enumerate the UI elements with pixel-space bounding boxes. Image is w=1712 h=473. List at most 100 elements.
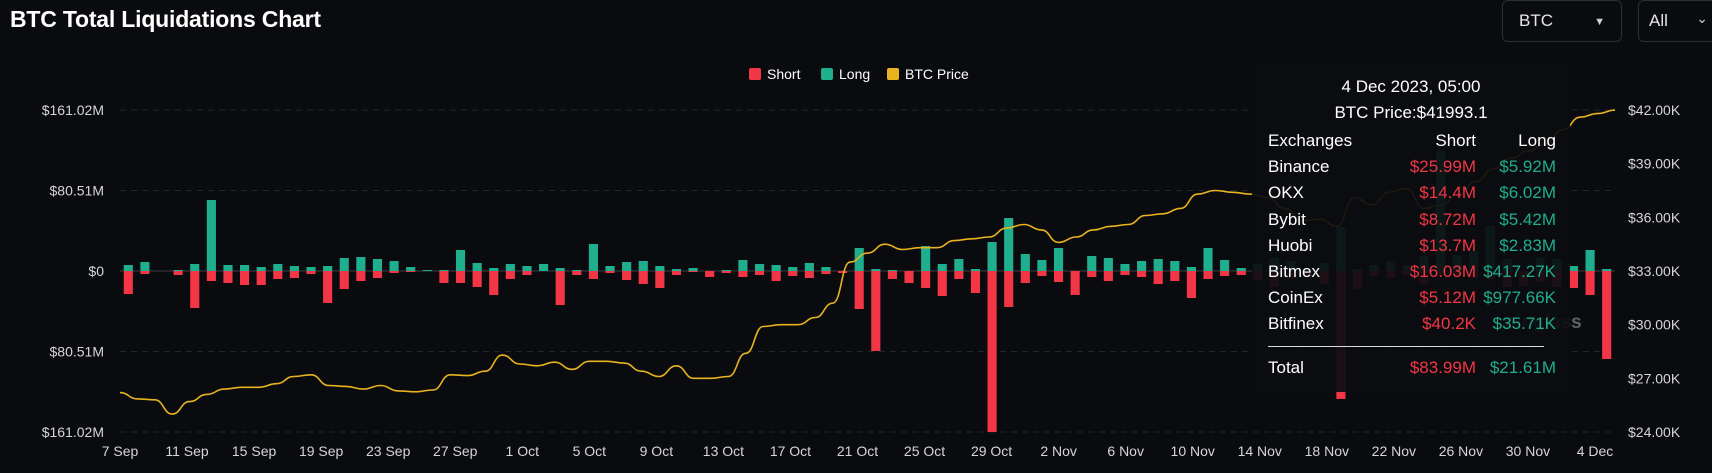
short-value: $25.99M <box>1409 157 1476 177</box>
short-bar <box>206 271 216 281</box>
chevron-down-icon: ⌄ <box>1696 10 1708 26</box>
long-bar <box>821 267 831 271</box>
x-tick-label: 5 Oct <box>573 443 607 459</box>
long-bar <box>140 262 150 271</box>
x-tick-label: 10 Nov <box>1171 443 1215 459</box>
x-tick-label: 4 Dec <box>1577 443 1614 459</box>
short-bar <box>1220 271 1230 276</box>
x-tick-label: 6 Nov <box>1107 443 1144 459</box>
right-tick-label: $42.00K <box>1628 102 1681 118</box>
long-value: $2.83M <box>1499 235 1556 255</box>
chart-legend: Short Long BTC Price <box>749 66 969 82</box>
short-value: $40.2K <box>1422 314 1476 334</box>
long-bar <box>1186 267 1196 271</box>
long-bar <box>306 267 316 271</box>
caret-down-icon: ▼ <box>1594 16 1605 28</box>
legend-short: Short <box>749 66 801 82</box>
long-bar <box>555 268 565 271</box>
short-bar <box>1137 271 1147 277</box>
short-bar <box>1004 271 1014 307</box>
short-bar <box>1053 271 1064 282</box>
header-exchanges: Exchanges <box>1268 131 1353 151</box>
long-bar <box>1568 266 1579 271</box>
short-bar <box>439 271 449 283</box>
short-bar <box>904 271 914 283</box>
short-value: $13.7M <box>1419 235 1476 255</box>
long-bar <box>240 265 250 271</box>
exchange-name: Bitfinex <box>1268 314 1324 334</box>
x-tick-label: 25 Oct <box>904 443 945 459</box>
short-bar <box>356 271 366 281</box>
tooltip-price: BTC Price:$41993.1 <box>1334 103 1488 122</box>
long-bar <box>638 261 648 271</box>
short-bar <box>273 271 283 279</box>
range-select[interactable]: All ⌄ <box>1638 0 1712 42</box>
exchange-name: CoinEx <box>1268 288 1323 308</box>
long-bar <box>688 268 698 271</box>
short-bar <box>1120 271 1130 275</box>
left-tick-label: $161.02M <box>42 424 104 440</box>
total-long: $21.61M <box>1489 358 1556 378</box>
x-tick-label: 13 Oct <box>703 443 744 459</box>
long-bar <box>439 270 449 271</box>
exchange-name: Bitmex <box>1268 262 1320 282</box>
long-bar <box>339 258 349 271</box>
long-bar <box>323 266 333 271</box>
long-bar <box>1004 218 1014 271</box>
short-bar <box>1170 271 1180 281</box>
long-bar <box>1137 261 1147 271</box>
long-bar <box>389 261 399 271</box>
legend-long-swatch <box>821 68 833 80</box>
asset-select-value: BTC <box>1519 11 1553 30</box>
short-bar <box>372 271 383 278</box>
x-axis: 7 Sep 11 Sep 15 Sep 19 Sep 23 Sep 27 Sep 1 Oct… <box>102 443 1614 459</box>
exchange-name: Binance <box>1268 157 1330 177</box>
short-bar <box>1186 271 1196 298</box>
asset-select[interactable]: BTC ▼ <box>1502 0 1622 42</box>
legend-btc-price: BTC Price <box>887 66 969 82</box>
long-bar <box>1037 260 1047 271</box>
short-bar <box>256 271 266 285</box>
short-bar <box>655 271 665 288</box>
short-bar <box>1585 271 1595 295</box>
legend-btc-price-swatch <box>887 68 899 80</box>
right-axis: $42.00K $39.00K $36.00K $33.00K $30.00K $27.0… <box>1628 102 1681 440</box>
x-tick-label: 23 Sep <box>366 443 411 459</box>
short-bar <box>289 271 299 278</box>
exchange-name: Huobi <box>1268 235 1313 255</box>
short-bar <box>1602 271 1612 359</box>
chart-tooltip: 4 Dec 2023, 05:00 BTC Price:$41993.1 Exc… <box>1252 62 1570 392</box>
short-bar <box>1236 271 1246 275</box>
short-value: $14.4M <box>1419 183 1476 203</box>
tooltip-row: Huobi $13.7M $2.83M <box>1268 233 1556 259</box>
left-tick-label: $161.02M <box>42 102 104 118</box>
long-value: $35.71K <box>1492 314 1556 334</box>
long-bar <box>622 262 632 271</box>
long-bar <box>1120 264 1130 271</box>
right-tick-label: $30.00K <box>1628 317 1681 333</box>
short-bar <box>970 271 981 293</box>
long-value: $417.27K <box>1483 262 1556 282</box>
tooltip-row: Bitfinex $40.2K $35.71K <box>1268 311 1556 337</box>
long-bar <box>472 263 482 271</box>
short-bar <box>921 271 931 288</box>
long-bar <box>921 246 931 271</box>
long-bar <box>489 268 499 271</box>
short-bar <box>887 271 897 279</box>
long-bar <box>406 267 416 271</box>
tooltip-row: Bybit $8.72M $5.42M <box>1268 207 1556 233</box>
short-bar <box>1568 271 1579 288</box>
short-bar <box>987 271 997 432</box>
long-bar <box>987 242 997 271</box>
long-value: $6.02M <box>1499 183 1556 203</box>
short-bar <box>339 271 349 289</box>
x-tick-label: 15 Sep <box>232 443 277 459</box>
short-bar <box>854 271 864 309</box>
long-bar <box>1602 269 1612 271</box>
short-bar <box>605 271 615 273</box>
legend-long: Long <box>821 66 870 82</box>
header-long: Long <box>1518 131 1556 151</box>
long-bar <box>970 269 981 271</box>
x-tick-label: 26 Nov <box>1439 443 1483 459</box>
right-tick-label: $36.00K <box>1628 209 1681 225</box>
